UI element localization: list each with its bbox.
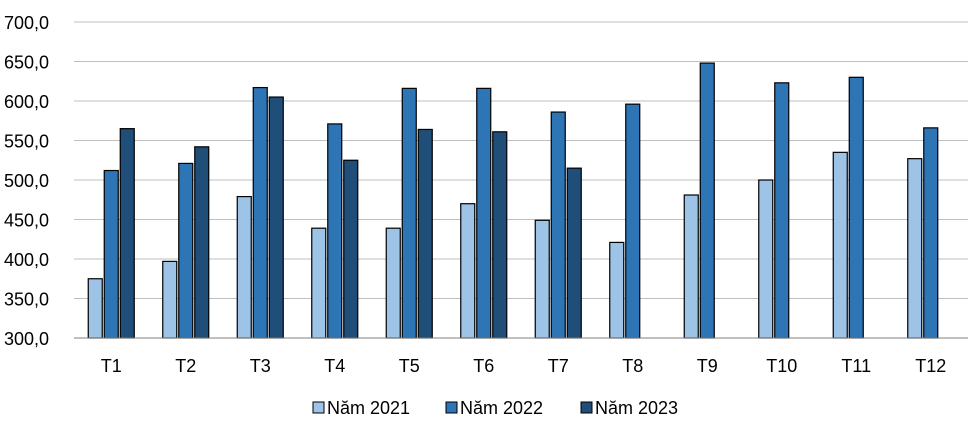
legend-swatch bbox=[445, 401, 458, 414]
y-tick-label: 450,0 bbox=[4, 211, 49, 231]
x-tick-label: T6 bbox=[473, 356, 494, 376]
legend-label: Năm 2021 bbox=[327, 398, 410, 418]
bar-t11-series-2 bbox=[848, 76, 864, 339]
legend-label: Năm 2022 bbox=[460, 398, 543, 418]
bar-t4-series-2 bbox=[327, 123, 343, 339]
bar-t6-series-2 bbox=[476, 87, 492, 339]
legend: Năm 2021 Năm 2022 Năm 2023 bbox=[312, 398, 678, 418]
bar-t11-series-1 bbox=[832, 151, 848, 339]
y-tick-label: 650,0 bbox=[4, 53, 49, 73]
y-tick-label: 300,0 bbox=[4, 329, 49, 349]
x-tick-label: T1 bbox=[101, 356, 122, 376]
bar-t6-series-3 bbox=[492, 131, 508, 339]
bar-t1-series-1 bbox=[87, 278, 103, 339]
bar-t8-series-1 bbox=[609, 241, 625, 339]
bar-t12-series-1 bbox=[907, 158, 923, 339]
bar-t3-series-2 bbox=[252, 86, 268, 339]
x-tick-label: T2 bbox=[175, 356, 196, 376]
bar-t5-series-3 bbox=[417, 128, 433, 339]
y-tick-label: 500,0 bbox=[4, 171, 49, 191]
x-tick-label: T3 bbox=[250, 356, 271, 376]
bar-t1-series-2 bbox=[103, 169, 119, 339]
x-tick-label: T5 bbox=[399, 356, 420, 376]
bar-t1-series-3 bbox=[119, 128, 135, 339]
bar-t3-series-3 bbox=[268, 96, 284, 339]
bar-t10-series-2 bbox=[774, 82, 790, 339]
bar-t7-series-2 bbox=[550, 111, 566, 339]
bar-t2-series-2 bbox=[178, 162, 194, 339]
bar-t4-series-3 bbox=[343, 159, 359, 339]
legend-label: Năm 2023 bbox=[595, 398, 678, 418]
x-tick-label: T4 bbox=[324, 356, 345, 376]
x-tick-label: T12 bbox=[915, 356, 946, 376]
y-tick-label: 700,0 bbox=[4, 13, 49, 33]
y-axis-tick-labels: 300,0 350,0 400,0 450,0 500,0 550,0 600,0 650,0… bbox=[4, 13, 49, 349]
bar-t5-series-2 bbox=[401, 87, 417, 339]
bar-t2-series-1 bbox=[162, 260, 178, 339]
bar-t7-series-3 bbox=[566, 167, 582, 339]
y-tick-label: 600,0 bbox=[4, 92, 49, 112]
bar-t5-series-1 bbox=[385, 227, 401, 339]
y-tick-label: 350,0 bbox=[4, 290, 49, 310]
y-tick-label: 550,0 bbox=[4, 132, 49, 152]
x-tick-label: T9 bbox=[697, 356, 718, 376]
x-tick-label: T8 bbox=[622, 356, 643, 376]
x-axis-tick-labels: T1 T2 T3 T4 T5 T6 T7 T8 T9 T10 T11 T12 bbox=[101, 356, 947, 376]
bar-t6-series-1 bbox=[460, 203, 476, 339]
x-tick-label: T11 bbox=[841, 356, 871, 376]
bar-t12-series-2 bbox=[923, 127, 939, 339]
bar-t10-series-1 bbox=[758, 179, 774, 339]
bar-t4-series-1 bbox=[311, 227, 327, 339]
bar-t7-series-1 bbox=[534, 219, 550, 339]
bar-t9-series-1 bbox=[683, 194, 699, 339]
y-tick-label: 400,0 bbox=[4, 250, 49, 270]
bars bbox=[87, 62, 939, 339]
bar-t9-series-2 bbox=[699, 62, 715, 339]
bar-t8-series-2 bbox=[625, 103, 641, 339]
x-tick-label: T10 bbox=[766, 356, 797, 376]
gridlines bbox=[74, 21, 968, 299]
bar-t2-series-3 bbox=[194, 146, 210, 339]
bar-t3-series-1 bbox=[236, 195, 252, 339]
x-tick-label: T7 bbox=[548, 356, 569, 376]
legend-swatch bbox=[312, 401, 325, 414]
legend-swatch bbox=[580, 401, 593, 414]
